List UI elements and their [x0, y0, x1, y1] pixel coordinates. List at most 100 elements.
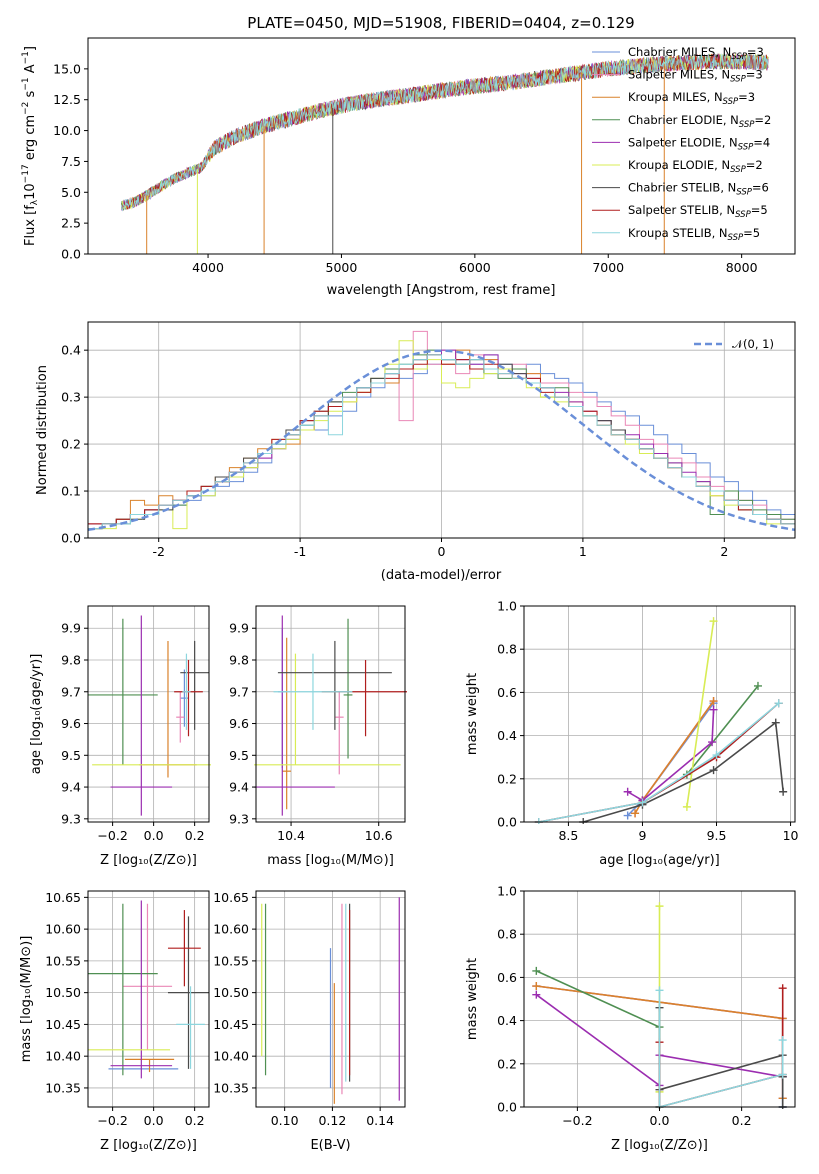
- mass-vs-ebv-ytick-label: 10.65: [213, 890, 249, 905]
- weight-vs-age-xtick-label: 8.5: [558, 828, 578, 843]
- weight-marker-salpeter-elodie: [532, 990, 541, 999]
- legend-label-kroupa-stelib: Kroupa STELIB, NSSP=5: [628, 226, 760, 243]
- spectrum-xtick-label: 8000: [726, 260, 758, 275]
- gaussian-legend-label: 𝒩(0, 1): [732, 337, 774, 351]
- residuals-ytick-label: 0.0: [61, 531, 81, 546]
- weight-marker-chabrier-stelib: [779, 787, 788, 796]
- age-vs-mass-xtick-label: 10.6: [365, 828, 393, 843]
- mass-vs-ebv-ytick-label: 10.60: [213, 922, 249, 937]
- mass-vs-ebv-xtick-label: 0.12: [318, 1113, 346, 1128]
- weight-vs-age-ytick-label: 1.0: [497, 599, 517, 614]
- mass-vs-ebv-ytick-label: 10.55: [213, 953, 249, 968]
- mass-vs-ebv-xtick-label: 0.14: [366, 1113, 394, 1128]
- weight-vs-age-ytick-label: 0.6: [497, 685, 517, 700]
- histogram-kroupa-stelib: [88, 354, 795, 530]
- weight-marker-salpeter-elodie: [709, 705, 718, 714]
- errorbar-salpeter-elodie: [254, 615, 335, 816]
- age-vs-z-ytick-label: 9.7: [61, 684, 81, 699]
- weight-marker-chabrier-miles: [623, 811, 632, 820]
- errorbar-kroupa-stelib: [182, 653, 191, 730]
- mass-vs-ebv-xlabel: E(B-V): [310, 1138, 350, 1153]
- legend-label-salpeter-elodie: Salpeter ELODIE, NSSP=4: [628, 135, 770, 152]
- spectrum-xtick-label: 5000: [326, 260, 358, 275]
- weight-vs-z-xtick-label: 0.2: [732, 1113, 752, 1128]
- weight-line-kroupa-stelib: [538, 702, 780, 823]
- residuals-xtick-label: 0: [438, 544, 446, 559]
- weight-vs-z-xtick-label: 0.0: [650, 1113, 670, 1128]
- legend-label-salpeter-miles: Salpeter MILES, NSSP=3: [628, 68, 763, 85]
- errorbar-chabrier-elodie: [88, 618, 158, 765]
- weight-marker-kroupa-stelib: [778, 1036, 787, 1045]
- mass-vs-z-xtick-label: 0.0: [144, 1113, 164, 1128]
- mass-vs-z-panel: −0.2 0.0 0.2 10.35 10.40 10.45 10.50 10.55 10.60…: [19, 890, 210, 1153]
- mass-vs-z-xlabel: Z [log₁₀(Z/Z⊙)]: [100, 1138, 197, 1153]
- errorbar-chabrier-elodie: [88, 903, 158, 1076]
- spectrum-ytick-label: 15.0: [53, 61, 81, 76]
- spectrum-xtick-label: 6000: [459, 260, 491, 275]
- age-vs-mass-ytick-label: 9.3: [229, 811, 249, 826]
- residuals-xtick-label: -1: [294, 544, 306, 559]
- errorbar-kroupa-stelib: [273, 653, 353, 730]
- errorbar-chabrier-stelib: [167, 916, 209, 1069]
- age-vs-mass-ytick-label: 9.6: [229, 716, 249, 731]
- age-vs-z-xtick-label: −0.2: [97, 828, 127, 843]
- age-vs-z-panel: −0.2 0.0 0.2 9.3 9.4 9.5 9.6 9.7 9.8 9.9 Z [log₁₀(…: [29, 605, 211, 868]
- residuals-xlabel: (data-model)/error: [381, 568, 502, 583]
- age-vs-mass-frame: [255, 605, 406, 823]
- weight-vs-age-xtick-label: 9: [638, 828, 646, 843]
- weight-line-kroupa-stelib: [658, 990, 784, 1109]
- spectrum-panel: Chabrier MILES, NSSP=3 Salpeter MILES, NS…: [21, 37, 796, 298]
- weight-marker-kroupa-stelib: [655, 986, 664, 995]
- weight-vs-age-ytick-label: 0.4: [497, 728, 517, 743]
- weight-marker-kroupa-miles: [532, 982, 541, 991]
- weight-vs-z-ytick-label: 0.4: [497, 1013, 517, 1028]
- mass-vs-z-ytick-label: 10.60: [45, 922, 81, 937]
- age-vs-mass-panel: 10.4 10.6 9.3 9.4 9.5 9.6 9.7 9.8 9.9 mass [log₁₀…: [229, 605, 407, 868]
- weight-marker-kroupa-stelib: [638, 798, 647, 807]
- legend-label-chabrier-stelib: Chabrier STELIB, NSSP=6: [628, 181, 769, 198]
- mass-vs-z-ytick-label: 10.35: [45, 1080, 81, 1095]
- age-vs-mass-ytick-label: 9.7: [229, 684, 249, 699]
- age-vs-z-frame: [87, 605, 210, 823]
- residuals-xtick-label: 1: [579, 544, 587, 559]
- spectrum-xlabel: wavelength [Angstrom, rest frame]: [327, 283, 556, 298]
- age-vs-z-ylabel: age [log₁₀(age/yr)]: [29, 654, 44, 775]
- mass-vs-ebv-xtick-label: 0.10: [271, 1113, 299, 1128]
- weight-vs-z-ytick-label: 0.8: [497, 927, 517, 942]
- errorbar-salpeter-elodie: [110, 900, 173, 1079]
- weight-marker-kroupa-elodie: [709, 617, 718, 626]
- weight-marker-kroupa-elodie: [655, 902, 664, 911]
- spectrum-ylabel: Flux [fλ10−17 erg cm−2 s−1 A−1]: [21, 46, 40, 246]
- weight-marker-chabrier-elodie: [532, 966, 541, 975]
- weight-marker-salpeter-elodie: [623, 787, 632, 796]
- weight-vs-age-xtick-label: 10: [783, 828, 799, 843]
- weight-line-kroupa-elodie: [686, 620, 715, 808]
- residuals-panel: 𝒩(0, 1) -2 -1 0 1 2 0.0 0.1 0.2 0.3 0.4 (data-mod…: [35, 321, 796, 583]
- spectrum-ytick-label: 5.0: [61, 185, 81, 200]
- residuals-xtick-label: -2: [152, 544, 164, 559]
- weight-marker-kroupa-stelib: [712, 751, 721, 760]
- age-vs-z-xlabel: Z [log₁₀(Z/Z⊙)]: [100, 853, 197, 868]
- residuals-ytick-label: 0.1: [61, 484, 81, 499]
- residuals-ytick-label: 0.4: [61, 343, 81, 358]
- errorbar-kroupa-stelib: [176, 986, 205, 1069]
- spectrum-ytick-label: 7.5: [61, 154, 81, 169]
- errorbar-salpeter-elodie: [110, 615, 173, 816]
- errorbar-kroupa-miles: [282, 637, 292, 810]
- weight-marker-kroupa-miles: [631, 809, 640, 818]
- mass-vs-z-frame: [87, 890, 210, 1108]
- spectrum-ytick-label: 10.0: [53, 123, 81, 138]
- age-vs-z-ytick-label: 9.6: [61, 716, 81, 731]
- spectrum-line-kroupa-stelib: [121, 53, 769, 212]
- errorbar-salpeter-miles: [176, 691, 185, 743]
- weight-vs-z-xtick-label: −0.2: [562, 1113, 592, 1128]
- age-vs-z-ytick-label: 9.3: [61, 811, 81, 826]
- legend-label-chabrier-elodie: Chabrier ELODIE, NSSP=2: [628, 113, 771, 130]
- mass-vs-z-ylabel: mass [log₁₀(M/M⊙)]: [19, 936, 34, 1063]
- mass-vs-z-ytick-label: 10.45: [45, 1017, 81, 1032]
- weight-marker-chabrier-stelib: [709, 766, 718, 775]
- spectrum-xtick-label: 4000: [192, 260, 224, 275]
- mass-vs-z-ytick-label: 10.40: [45, 1049, 81, 1064]
